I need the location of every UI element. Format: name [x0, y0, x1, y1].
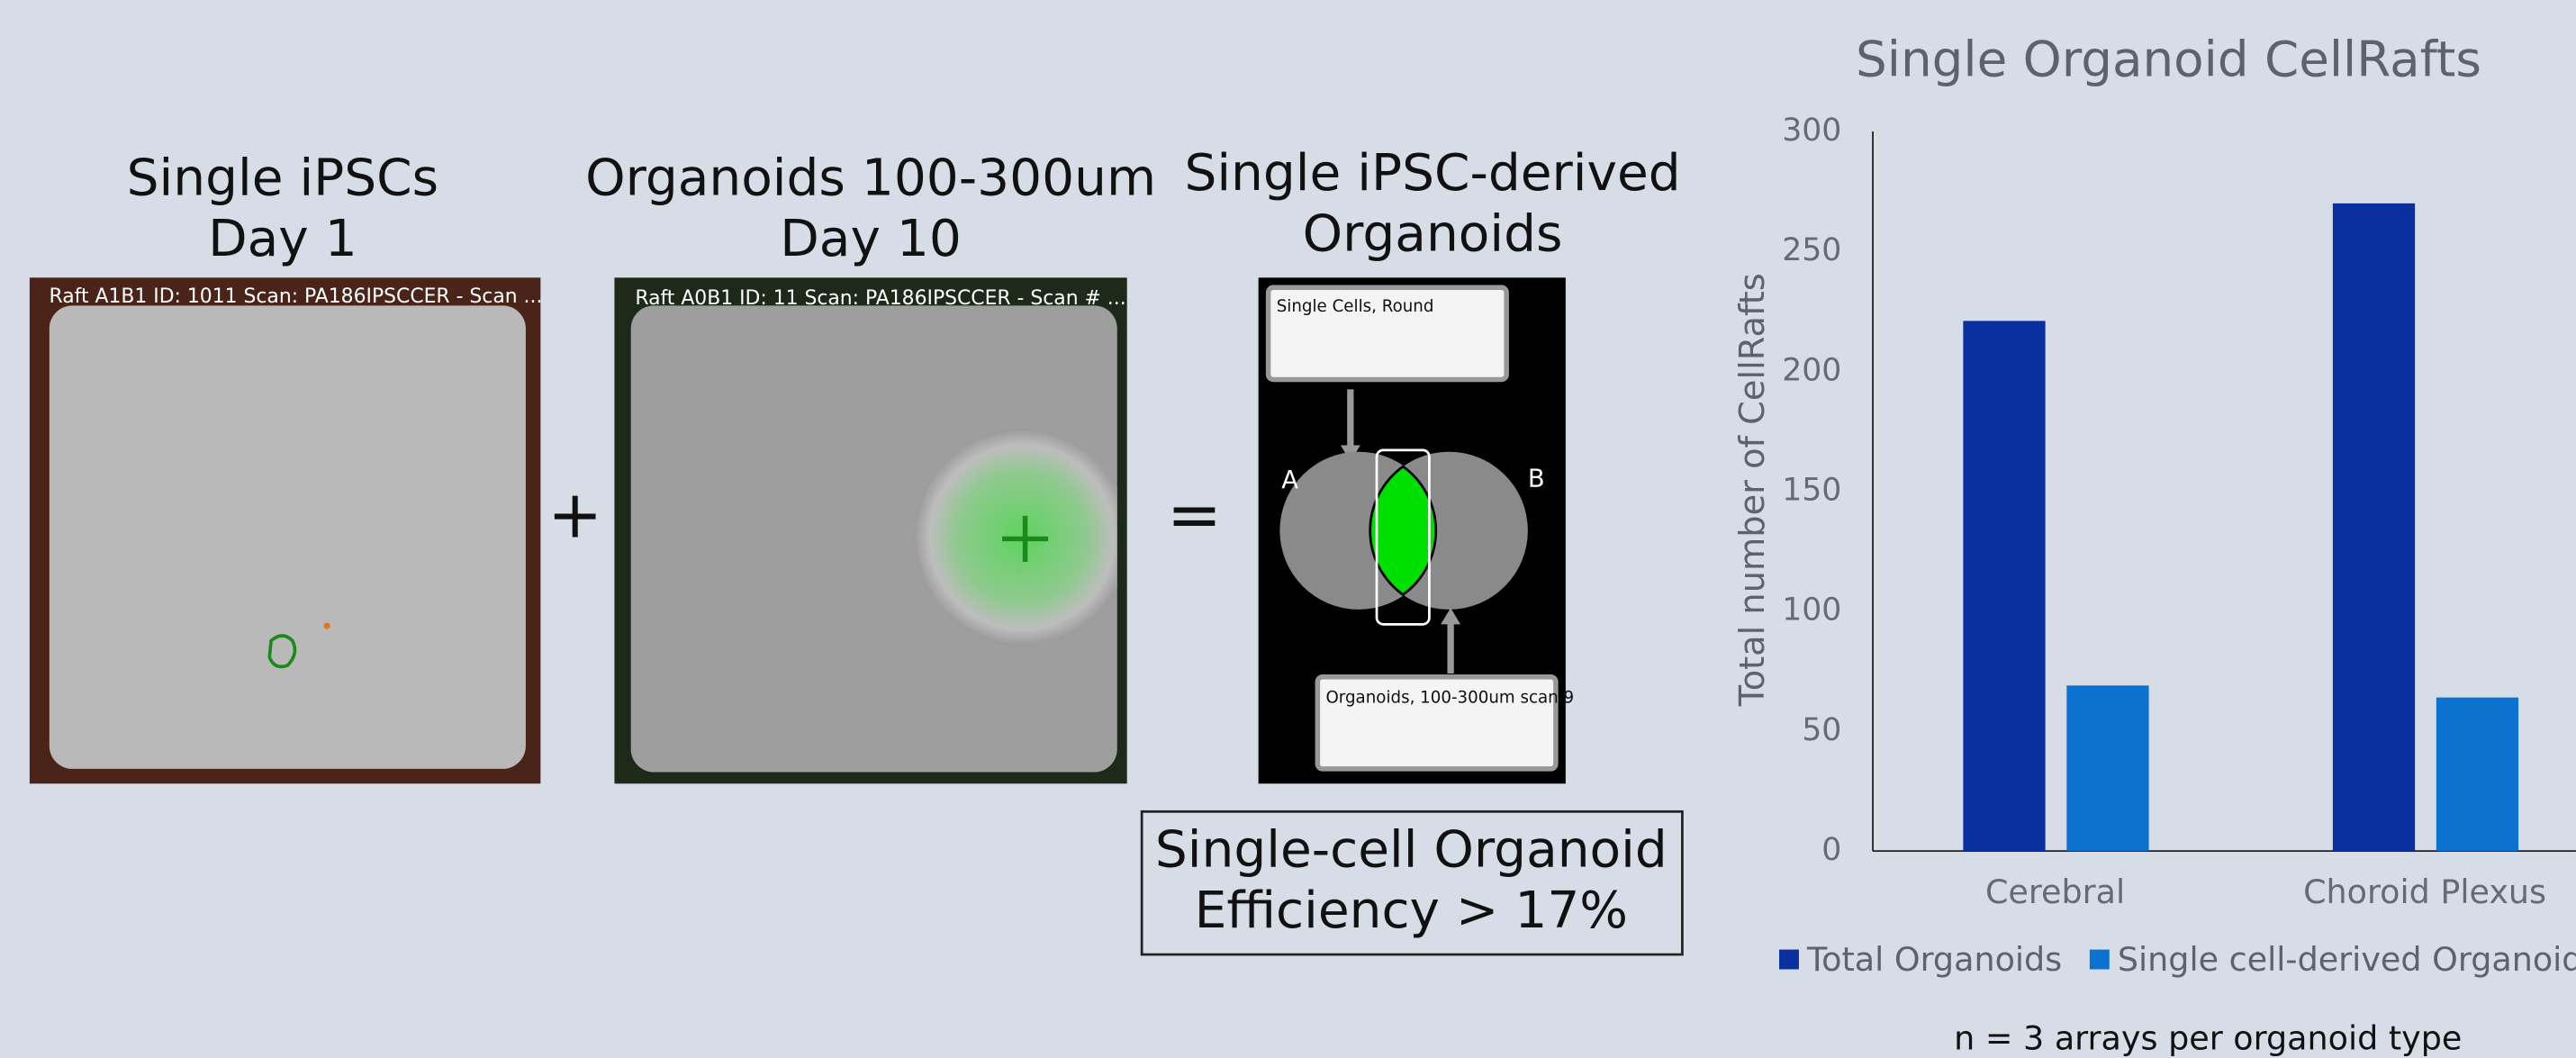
gate-letter: A: [1281, 466, 1298, 494]
raft: [50, 305, 526, 769]
x-tick-label: Choroid Plexus: [2303, 873, 2546, 911]
panel-title: Day 10: [780, 209, 962, 268]
panel-title: Single iPSC-derived: [1184, 143, 1680, 203]
y-tick-label: 50: [1802, 712, 1841, 748]
y-tick-label: 200: [1782, 352, 1841, 388]
bar: [2333, 203, 2415, 851]
y-tick-label: 250: [1782, 232, 1841, 268]
image-caption: Raft A1B1 ID: 1011 Scan: PA186IPSCCER - …: [50, 285, 543, 308]
footnote: n = 3 arrays per organoid type: [1954, 1018, 2462, 1057]
bar: [2436, 698, 2518, 851]
page: Single iPSCs Day 1 Raft A1B1 ID: 1011 Sc…: [0, 0, 2576, 1058]
y-tick-label: 150: [1782, 473, 1841, 509]
panel-title: Day 1: [208, 209, 357, 268]
legend-label: Total Organoids: [1806, 940, 2062, 979]
bar: [1963, 321, 2045, 851]
y-tick-label: 100: [1782, 592, 1841, 628]
legend-swatch: [2090, 950, 2110, 970]
result-text: Efficiency > 17%: [1195, 881, 1628, 940]
panel-title: Organoids 100-300um: [585, 148, 1156, 207]
image-caption: Raft A0B1 ID: 11 Scan: PA186IPSCCER - Sc…: [635, 287, 1125, 310]
bar: [2066, 685, 2148, 851]
chart-title: Single Organoid CellRafts: [1856, 30, 2481, 87]
gate-label: Single Cells, Round: [1277, 297, 1434, 316]
y-tick-label: 300: [1782, 113, 1841, 149]
slide: Single iPSCs Day 1 Raft A1B1 ID: 1011 Sc…: [0, 0, 2576, 1058]
operator: =: [1167, 477, 1222, 554]
gate-label: Organoids, 100-300um scan 9: [1325, 688, 1574, 707]
x-tick-label: Cerebral: [1985, 873, 2125, 911]
y-axis-label: Total number of CellRafts: [1732, 273, 1773, 707]
speck: [323, 622, 330, 628]
legend-label: Single cell-derived Organoids: [2118, 940, 2576, 979]
panel-title: Organoids: [1303, 203, 1563, 263]
result-text: Single-cell Organoid: [1155, 820, 1668, 880]
panel-title: Single iPSCs: [127, 148, 438, 207]
y-tick-label: 0: [1821, 832, 1841, 868]
legend-swatch: [1779, 950, 1799, 970]
gate-letter: B: [1528, 465, 1545, 493]
operator: +: [547, 477, 602, 554]
